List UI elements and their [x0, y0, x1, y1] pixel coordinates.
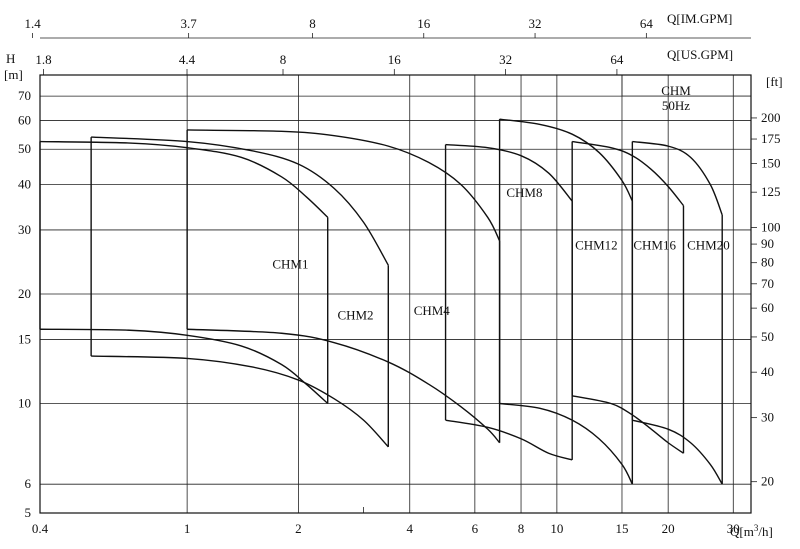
chm8-label: CHM8 [506, 185, 542, 200]
chm12-lower-curve [499, 402, 633, 485]
y-right-tick-label: 175 [761, 131, 781, 146]
chm1-label: CHM1 [272, 257, 308, 272]
x-axis-title-prefix: Q[m [730, 524, 754, 539]
chm8-lower-curve [445, 419, 573, 461]
chm2-lower-curve [91, 355, 389, 448]
top-axis-us-tick-label: 16 [388, 52, 402, 67]
y-right-tick-label: 80 [761, 255, 774, 270]
top-axis-us-tick-label: 1.8 [35, 52, 51, 67]
y-left-tick-label: 70 [18, 88, 31, 103]
top-axis-im-tick-label: 64 [640, 16, 654, 31]
y-left-title: H [6, 51, 15, 66]
chm20-lower-curve [632, 419, 723, 485]
chm1-upper-curve [39, 140, 329, 218]
chm12-upper-curve [499, 118, 633, 202]
y-right-tick-label: 70 [761, 276, 774, 291]
chm4-label: CHM4 [414, 303, 451, 318]
performance-curves [39, 118, 723, 485]
top-axis-us-title: Q[US.GPM] [667, 47, 733, 62]
x-tick-label: 30 [727, 521, 740, 536]
x-axis-title-suffix: /h] [758, 524, 772, 539]
chm2-upper-curve [91, 136, 389, 266]
chm1-lower-curve [39, 328, 329, 405]
x-tick-label: 4 [406, 521, 413, 536]
axis-labels: 0.4 1 2 4 6 8 10 15 20 30 5 6 10 15 20 30 40 50 60 70 20 30 40… [18, 16, 781, 536]
chm4-upper-curve [187, 129, 501, 242]
y-right-tick-label: 40 [761, 364, 774, 379]
y-left-tick-label: 15 [18, 331, 31, 346]
chm20-label: CHM20 [687, 238, 730, 253]
y-right-tick-label: 125 [761, 184, 781, 199]
y-right-tick-label: 90 [761, 236, 774, 251]
top-axis-im-tick-label: 32 [529, 16, 542, 31]
y-right-tick-label: 20 [761, 474, 774, 489]
y-left-tick-label: 5 [25, 505, 32, 520]
x-tick-label: 8 [518, 521, 525, 536]
y-right-tick-label: 30 [761, 410, 774, 425]
y-left-unit: [m] [4, 67, 23, 82]
top-axis-im-tick-label: 1.4 [24, 16, 41, 31]
grid-lines [32, 33, 757, 513]
chm8-upper-curve [445, 143, 573, 202]
y-left-tick-label: 6 [25, 476, 32, 491]
chm4-lower-curve [187, 328, 501, 444]
x-axis-title: Q[m3/h] [730, 523, 773, 539]
y-left-tick-label: 20 [18, 286, 31, 301]
chm16-lower-curve [572, 395, 684, 454]
chm2-label: CHM2 [337, 308, 373, 323]
y-left-tick-label: 50 [18, 141, 31, 156]
x-axis-title-sup: 3 [754, 523, 759, 533]
x-tick-label: 10 [550, 521, 563, 536]
top-axis-us-tick-label: 32 [499, 52, 512, 67]
top-axis-us-tick-label: 64 [610, 52, 624, 67]
chm12-label: CHM12 [575, 238, 618, 253]
chm16-upper-curve [572, 140, 685, 207]
y-left-tick-label: 30 [18, 222, 31, 237]
y-right-tick-label: 200 [761, 110, 781, 125]
chm16-label: CHM16 [633, 238, 676, 253]
legend-line-1: CHM [661, 83, 691, 98]
y-left-tick-label: 40 [18, 177, 31, 192]
x-tick-label: 2 [295, 521, 302, 536]
y-right-unit: [ft] [766, 74, 783, 89]
x-tick-label: 1 [184, 521, 191, 536]
plot-frame [39, 74, 752, 514]
top-axis-us-tick-label: 4.4 [179, 52, 196, 67]
y-right-tick-label: 150 [761, 155, 781, 170]
x-tick-label: 20 [662, 521, 675, 536]
top-axis-im-title: Q[IM.GPM] [667, 11, 732, 26]
top-axis-us-tick-label: 8 [280, 52, 287, 67]
chm20-upper-curve [632, 140, 723, 216]
top-axis-im-tick-label: 16 [417, 16, 431, 31]
x-tick-label: 6 [472, 521, 479, 536]
x-tick-label: 0.4 [32, 521, 49, 536]
y-left-tick-label: 60 [18, 112, 31, 127]
x-tick-label: 15 [615, 521, 628, 536]
y-right-tick-label: 50 [761, 329, 774, 344]
y-right-tick-label: 60 [761, 300, 774, 315]
top-axis-im-tick-label: 8 [309, 16, 316, 31]
y-left-tick-label: 10 [18, 396, 31, 411]
legend-line-2: 50Hz [662, 98, 690, 113]
legend-box: CHM 50Hz [661, 83, 691, 113]
y-right-tick-label: 100 [761, 219, 781, 234]
top-axis-im-tick-label: 3.7 [181, 16, 198, 31]
